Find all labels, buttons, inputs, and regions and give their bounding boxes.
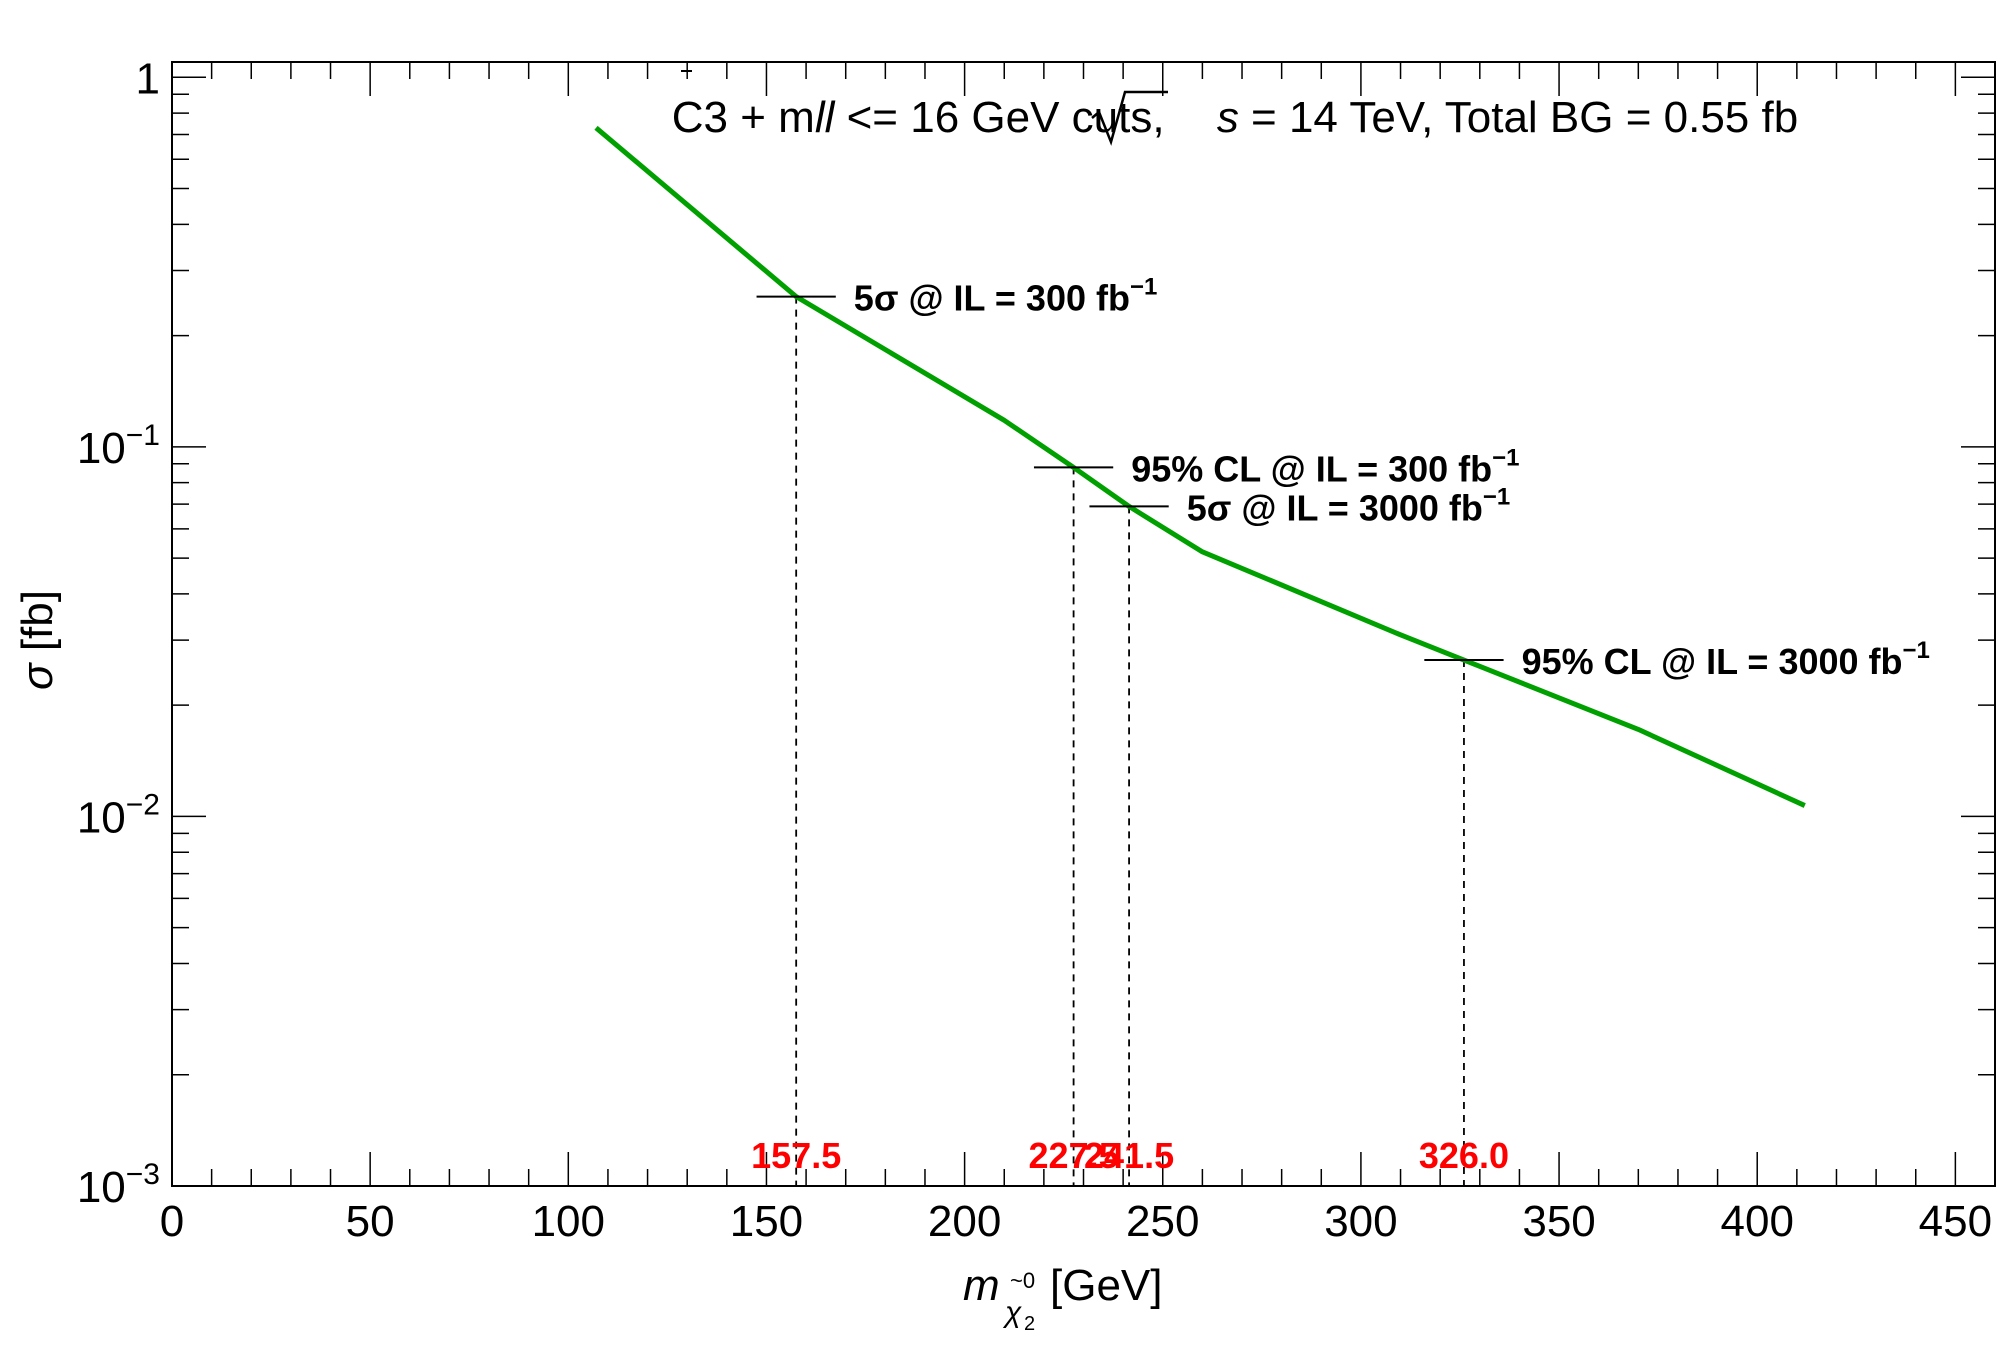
title-mll-m: m <box>778 93 815 142</box>
limit-label-text: 5σ @ IL = 300 fb <box>854 278 1130 319</box>
y-tick-exponent: −1 <box>126 419 160 452</box>
sqrt-sign-icon <box>1091 90 1168 146</box>
series-layer <box>594 125 1806 808</box>
y-tick-exponent: −2 <box>126 788 160 821</box>
x-tick-label: 450 <box>1919 1197 1992 1246</box>
y-axis-symbol: σ <box>13 662 62 690</box>
x-tick-label: 0 <box>160 1197 184 1246</box>
mass-value-label: 157.5 <box>751 1135 841 1176</box>
title-lead: C3 + <box>672 93 778 142</box>
x-tick-label: 300 <box>1324 1197 1397 1246</box>
limit-label-exponent: −1 <box>1483 483 1510 510</box>
y-tick-exponent: −3 <box>126 1158 160 1191</box>
x-tick-label: 100 <box>532 1197 605 1246</box>
limit-label-exponent: −1 <box>1903 637 1930 664</box>
y-tick-base: 10 <box>77 424 126 473</box>
y-tick-label: 1 <box>136 54 160 103</box>
y-tick-base: 10 <box>77 1163 126 1212</box>
x-tick-label: 250 <box>1126 1197 1199 1246</box>
mass-limit-lines <box>795 296 1465 1186</box>
x-axis-main: m <box>963 1261 1000 1310</box>
x-axis-sub-index: 2 <box>1024 1313 1035 1335</box>
limit-label: 95% CL @ IL = 3000 fb−1 <box>1522 637 1930 682</box>
x-tick-label: 50 <box>346 1197 395 1246</box>
limit-label-text: 95% CL @ IL = 3000 fb <box>1522 641 1903 682</box>
chart-title: C3 + mll <= 16 GeV cuts, s = 14 TeV, Tot… <box>672 93 1798 142</box>
x-axis-label: m ~0 χ 2 [GeV] <box>963 1249 1163 1340</box>
axis-ticks <box>171 62 1996 1187</box>
limit-label-text: 95% CL @ IL = 300 fb <box>1131 448 1492 489</box>
y-axis-unit: [fb] <box>13 590 62 663</box>
x-axis-sub-symbol: χ <box>1002 1296 1022 1329</box>
title-cuts: <= 16 GeV cuts, <box>834 93 1176 142</box>
x-tick-label: 200 <box>928 1197 1001 1246</box>
title-energy: = 14 TeV, Total BG = 0.55 fb <box>1239 93 1798 142</box>
limit-label-exponent: −1 <box>1130 274 1157 301</box>
mass-value-label: 241.5 <box>1084 1135 1174 1176</box>
y-tick-label: 10−3 <box>77 1158 160 1212</box>
y-tick-label: 10−1 <box>77 419 160 473</box>
y-tick-base: 10 <box>77 793 126 842</box>
limit-label-exponent: −1 <box>1492 444 1519 471</box>
x-tick-label: 150 <box>730 1197 803 1246</box>
title-mll-ll: ll <box>815 93 836 142</box>
plot-frame <box>171 61 1996 1187</box>
title-sqrt-radicand: s <box>1217 93 1239 142</box>
y-tick-label: 10−2 <box>77 788 160 842</box>
limit-label: 5σ @ IL = 300 fb−1 <box>854 274 1158 319</box>
x-tick-label: 350 <box>1522 1197 1595 1246</box>
limit-label: 5σ @ IL = 3000 fb−1 <box>1187 483 1511 528</box>
y-axis-label: σ [fb] <box>13 590 62 690</box>
series-line <box>594 125 1806 808</box>
x-axis-unit: [GeV] <box>1050 1261 1163 1310</box>
limit-label: 95% CL @ IL = 300 fb−1 <box>1131 444 1519 489</box>
mass-value-label: 227.5 <box>1029 1135 1119 1176</box>
limit-label-text: 5σ @ IL = 3000 fb <box>1187 487 1483 528</box>
x-tick-label: 400 <box>1721 1197 1794 1246</box>
mass-value-label: 326.0 <box>1419 1135 1509 1176</box>
x-axis-sup: ~0 <box>1010 1268 1035 1293</box>
